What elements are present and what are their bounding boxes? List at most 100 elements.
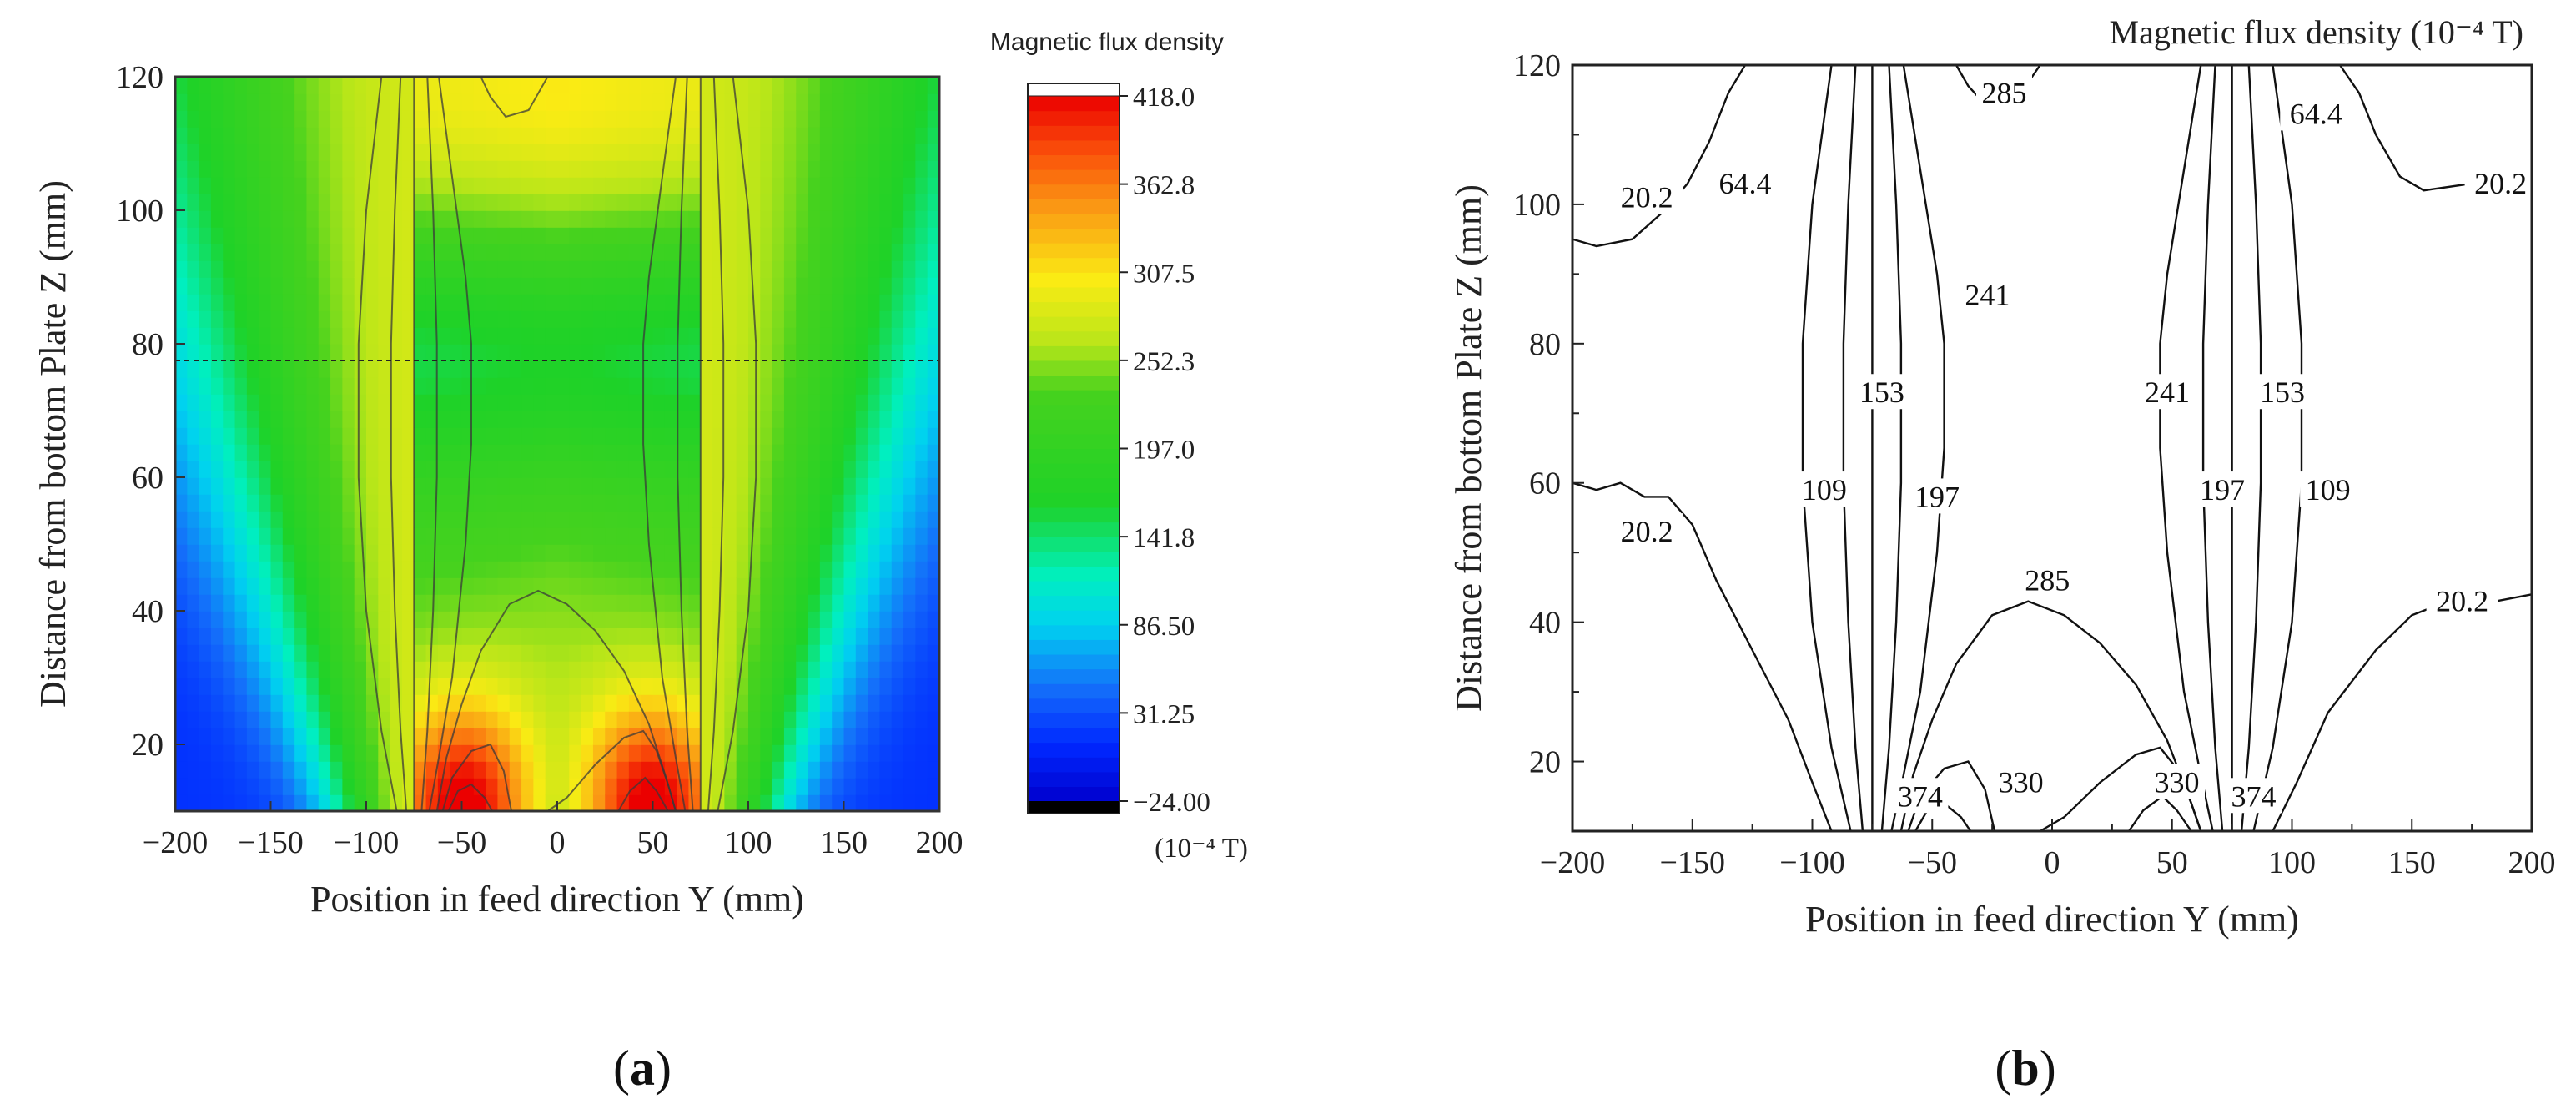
heatmap-cell xyxy=(688,711,702,728)
heatmap-cell xyxy=(533,77,546,94)
heatmap-cell xyxy=(497,360,511,378)
heatmap-cell xyxy=(843,294,857,311)
heatmap-cell xyxy=(259,427,272,445)
heatmap-contour-line xyxy=(480,76,549,118)
heatmap-cell xyxy=(187,344,200,361)
contour-label: 20.2 xyxy=(1621,515,1673,548)
contour-x-tick-label: 0 xyxy=(2045,845,2060,880)
heatmap-cell xyxy=(927,561,940,578)
heatmap-cell xyxy=(569,494,582,512)
heatmap-cell xyxy=(855,344,868,361)
heatmap-cell xyxy=(497,160,511,178)
heatmap-cell xyxy=(819,127,833,144)
heatmap-cell xyxy=(318,477,331,495)
heatmap-cell xyxy=(724,611,737,628)
heatmap-cell xyxy=(724,544,737,562)
heatmap-cell xyxy=(796,227,809,244)
heatmap-cell xyxy=(605,277,618,295)
heatmap-cell xyxy=(843,561,857,578)
heatmap-cell xyxy=(187,461,200,478)
heatmap-cell xyxy=(915,127,928,144)
heatmap-cell xyxy=(461,110,475,128)
heatmap-cell xyxy=(199,661,212,678)
heatmap-cell xyxy=(569,411,582,428)
heatmap-cell xyxy=(783,778,797,795)
heatmap-cell xyxy=(390,794,403,812)
heatmap-cell xyxy=(175,277,189,295)
heatmap-cell xyxy=(783,160,797,178)
heatmap-cell xyxy=(390,594,403,612)
heatmap-cell xyxy=(210,244,224,261)
heatmap-cell xyxy=(843,794,857,812)
heatmap-cell xyxy=(736,711,749,728)
heatmap-cell xyxy=(270,628,284,645)
heatmap-cell xyxy=(700,477,713,495)
heatmap-y-tick-label: 40 xyxy=(132,594,164,629)
heatmap-cell xyxy=(736,227,749,244)
contour-label-bg xyxy=(1611,179,1683,214)
heatmap-cell xyxy=(497,260,511,278)
heatmap-cell xyxy=(521,778,535,795)
heatmap-cell xyxy=(401,694,415,712)
heatmap-cell xyxy=(187,611,200,628)
heatmap-cell xyxy=(282,711,295,728)
heatmap-cell xyxy=(294,661,308,678)
heatmap-cell xyxy=(306,794,319,812)
colorbar-label: 252.3 xyxy=(1133,347,1195,377)
heatmap-cell xyxy=(521,678,535,695)
heatmap-cell xyxy=(223,177,236,194)
heatmap-cell xyxy=(187,794,200,812)
heatmap-cell xyxy=(772,744,785,762)
heatmap-cell xyxy=(819,310,833,328)
heatmap-cell xyxy=(521,477,535,495)
heatmap-cell xyxy=(915,394,928,411)
heatmap-cell xyxy=(187,561,200,578)
heatmap-cell xyxy=(557,678,571,695)
heatmap-cell xyxy=(461,711,475,728)
heatmap-cell xyxy=(509,394,522,411)
heatmap-cell xyxy=(819,544,833,562)
heatmap-cell xyxy=(461,93,475,111)
heatmap-cell xyxy=(700,744,713,762)
heatmap-cell xyxy=(306,444,319,461)
heatmap-cell xyxy=(736,527,749,545)
heatmap-cell xyxy=(306,427,319,445)
heatmap-cell xyxy=(461,194,475,211)
heatmap-cell xyxy=(915,744,928,762)
heatmap-cell xyxy=(425,678,439,695)
heatmap-cell xyxy=(903,327,917,345)
heatmap-cell xyxy=(210,678,224,695)
heatmap-cell xyxy=(318,494,331,512)
heatmap-cell xyxy=(234,728,248,745)
contour-label: 153 xyxy=(1859,376,1904,409)
heatmap-cell xyxy=(868,694,881,712)
heatmap-cell xyxy=(450,377,463,395)
heatmap-cell xyxy=(366,377,380,395)
heatmap-cell xyxy=(879,294,893,311)
heatmap-cell xyxy=(437,611,450,628)
heatmap-x-tick-label: −150 xyxy=(238,825,303,860)
heatmap-cell xyxy=(868,360,881,378)
heatmap-cell xyxy=(390,110,403,128)
heatmap-cell xyxy=(915,277,928,295)
heatmap-cell xyxy=(760,661,773,678)
heatmap-cell xyxy=(401,77,415,94)
heatmap-cell xyxy=(592,244,606,261)
heatmap-cell xyxy=(677,661,690,678)
heatmap-cell xyxy=(401,127,415,144)
heatmap-x-tick-label: 50 xyxy=(637,825,669,860)
heatmap-cell xyxy=(175,494,189,512)
heatmap-cell xyxy=(486,344,499,361)
colorbar-label: 418.0 xyxy=(1133,83,1195,113)
heatmap-cell xyxy=(616,294,630,311)
heatmap-cell xyxy=(378,360,391,378)
heatmap-cell xyxy=(652,427,666,445)
heatmap-cell xyxy=(664,544,677,562)
heatmap-cell xyxy=(700,260,713,278)
heatmap-cell xyxy=(903,160,917,178)
heatmap-cell xyxy=(366,427,380,445)
heatmap-cell xyxy=(641,678,654,695)
heatmap-cell xyxy=(354,644,367,662)
heatmap-cell xyxy=(342,728,355,745)
heatmap-cell xyxy=(783,744,797,762)
